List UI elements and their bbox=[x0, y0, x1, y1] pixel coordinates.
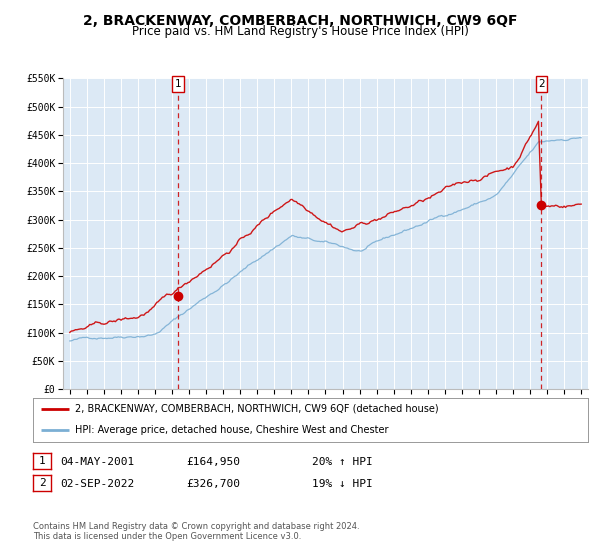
Text: 20% ↑ HPI: 20% ↑ HPI bbox=[312, 457, 373, 467]
Text: 1: 1 bbox=[175, 79, 181, 89]
Text: HPI: Average price, detached house, Cheshire West and Chester: HPI: Average price, detached house, Ches… bbox=[74, 425, 388, 435]
Text: 1: 1 bbox=[38, 456, 46, 466]
Text: £326,700: £326,700 bbox=[186, 479, 240, 489]
Text: 2: 2 bbox=[38, 478, 46, 488]
Text: 2, BRACKENWAY, COMBERBACH, NORTHWICH, CW9 6QF: 2, BRACKENWAY, COMBERBACH, NORTHWICH, CW… bbox=[83, 14, 517, 28]
Text: 2: 2 bbox=[538, 79, 545, 89]
Text: £164,950: £164,950 bbox=[186, 457, 240, 467]
Text: 02-SEP-2022: 02-SEP-2022 bbox=[60, 479, 134, 489]
Text: Contains HM Land Registry data © Crown copyright and database right 2024.
This d: Contains HM Land Registry data © Crown c… bbox=[33, 522, 359, 542]
Text: 19% ↓ HPI: 19% ↓ HPI bbox=[312, 479, 373, 489]
Text: Price paid vs. HM Land Registry's House Price Index (HPI): Price paid vs. HM Land Registry's House … bbox=[131, 25, 469, 38]
Text: 2, BRACKENWAY, COMBERBACH, NORTHWICH, CW9 6QF (detached house): 2, BRACKENWAY, COMBERBACH, NORTHWICH, CW… bbox=[74, 404, 438, 414]
Text: 04-MAY-2001: 04-MAY-2001 bbox=[60, 457, 134, 467]
